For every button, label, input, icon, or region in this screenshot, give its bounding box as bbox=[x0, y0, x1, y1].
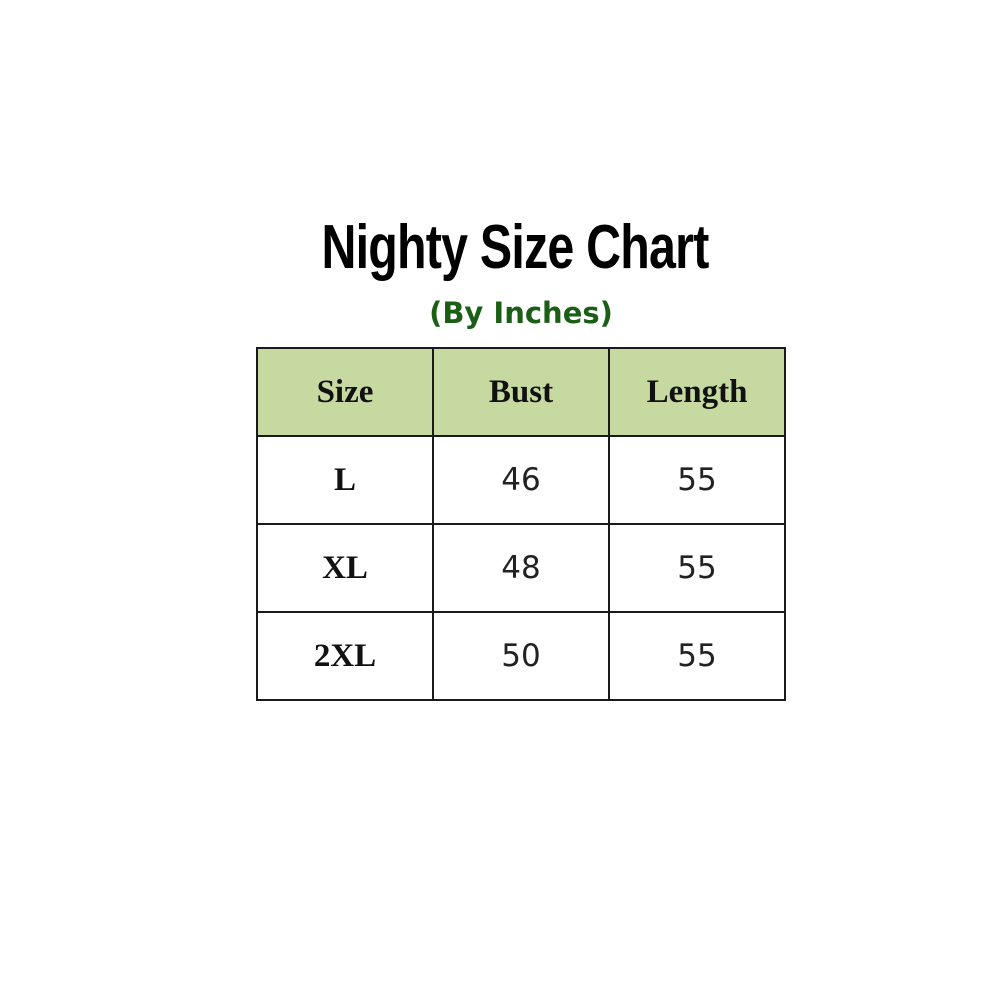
cell-size: 2XL bbox=[256, 611, 434, 701]
cell-length: 55 bbox=[608, 435, 786, 525]
cell-length: 55 bbox=[608, 611, 786, 701]
table-header-row: Size Bust Length bbox=[256, 347, 786, 437]
table-row: L 46 55 bbox=[256, 435, 786, 525]
header-bust: Bust bbox=[432, 347, 610, 437]
table-row: XL 48 55 bbox=[256, 523, 786, 613]
table-row: 2XL 50 55 bbox=[256, 611, 786, 701]
cell-bust: 48 bbox=[432, 523, 610, 613]
page-subtitle: (By Inches) bbox=[429, 296, 613, 330]
cell-bust: 46 bbox=[432, 435, 610, 525]
cell-size: L bbox=[256, 435, 434, 525]
cell-size: XL bbox=[256, 523, 434, 613]
cell-bust: 50 bbox=[432, 611, 610, 701]
size-chart-table: Size Bust Length L 46 55 XL 48 55 2XL 50… bbox=[256, 347, 786, 701]
header-length: Length bbox=[608, 347, 786, 437]
page-title: Nighty Size Chart bbox=[321, 213, 709, 282]
header-size: Size bbox=[256, 347, 434, 437]
cell-length: 55 bbox=[608, 523, 786, 613]
